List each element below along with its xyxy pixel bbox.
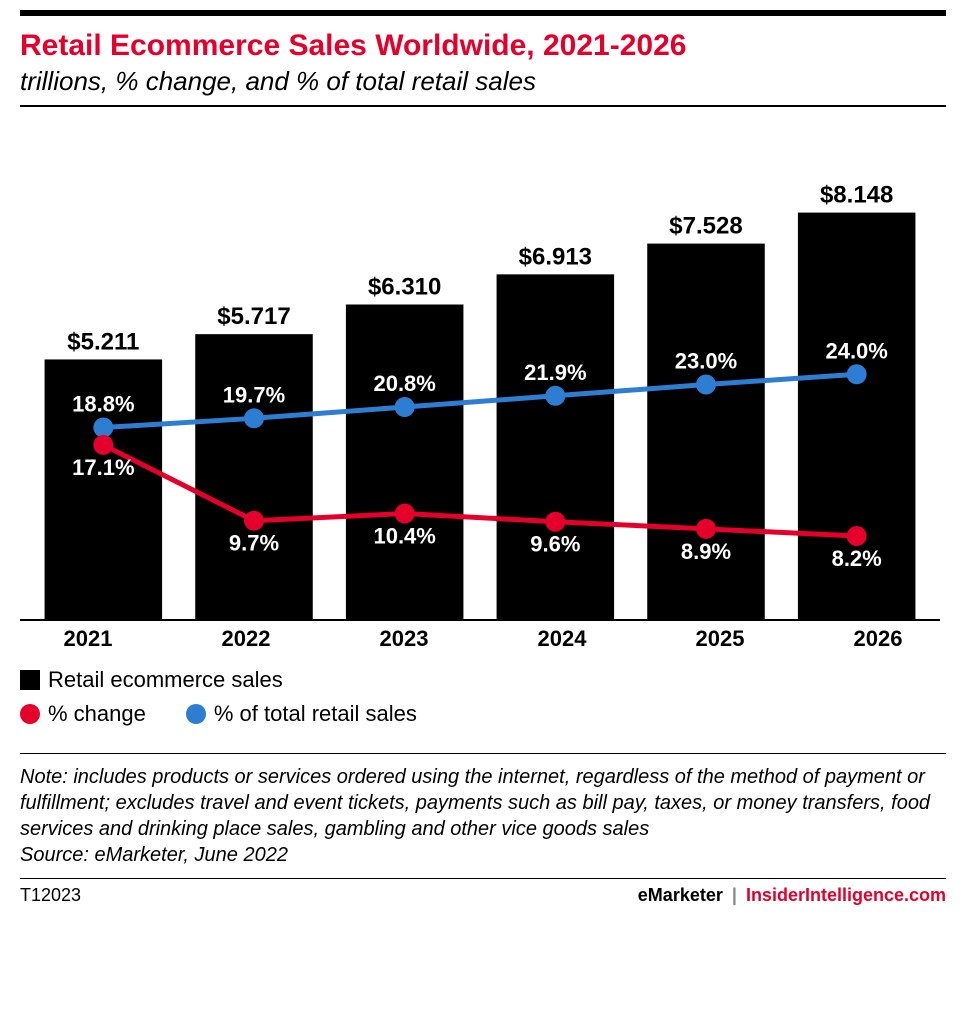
note-source: Source: eMarketer, June 2022 <box>20 842 946 868</box>
chart-area: $5.211 $5.717 $6.310 $6.913 $7.528 $8.148 18.8… <box>20 107 946 652</box>
x-axis-label: 2025 <box>660 626 780 652</box>
line-marker <box>93 418 113 438</box>
line-marker <box>545 386 565 406</box>
x-axis-label: 2024 <box>502 626 622 652</box>
brand-separator: | <box>728 885 741 905</box>
line-marker <box>395 504 415 524</box>
bar-value-label: $6.913 <box>519 243 592 270</box>
bar <box>346 305 464 621</box>
bar-value-label: $7.528 <box>669 213 742 240</box>
x-axis-label: 2023 <box>344 626 464 652</box>
chart-header: Retail Ecommerce Sales Worldwide, 2021-2… <box>20 16 946 105</box>
chart-svg: $5.211 $5.717 $6.310 $6.913 $7.528 $8.148 18.8… <box>20 152 940 622</box>
line-marker <box>545 512 565 532</box>
line-value-label: 21.9% <box>524 360 586 385</box>
legend-item-share: % of total retail sales <box>186 701 417 727</box>
line-value-label: 19.7% <box>223 382 285 407</box>
line-value-label: 9.6% <box>530 532 580 557</box>
line-value-label: 23.0% <box>675 349 737 374</box>
legend-label: % of total retail sales <box>214 701 417 727</box>
line-marker <box>93 435 113 455</box>
bar-value-label: $5.717 <box>217 303 290 330</box>
line-value-label: 9.7% <box>229 531 279 556</box>
bar-value-label: $5.211 <box>67 328 139 355</box>
x-axis-label: 2021 <box>28 626 148 652</box>
line-marker <box>847 364 867 384</box>
note-block: Note: includes products or services orde… <box>20 754 946 878</box>
line-value-label: 8.9% <box>681 539 731 564</box>
line-value-label: 18.8% <box>72 392 134 417</box>
line-marker <box>847 526 867 546</box>
bar-value-label: $6.310 <box>368 274 441 301</box>
footer-id: T12023 <box>20 885 81 906</box>
line-value-label: 8.2% <box>832 546 882 571</box>
bar <box>195 334 313 620</box>
line-marker <box>395 397 415 417</box>
swatch-circle-icon <box>20 704 40 724</box>
line-value-label: 20.8% <box>373 371 435 396</box>
chart-subtitle: trillions, % change, and % of total reta… <box>20 66 946 97</box>
swatch-circle-icon <box>186 704 206 724</box>
footer: T12023 eMarketer | InsiderIntelligence.c… <box>20 879 946 926</box>
line-marker <box>244 511 264 531</box>
bar <box>497 274 615 620</box>
legend-label: Retail ecommerce sales <box>48 667 283 693</box>
x-axis-label: 2022 <box>186 626 306 652</box>
brand-insider: InsiderIntelligence.com <box>746 885 946 905</box>
line-marker <box>696 519 716 539</box>
legend-item-bars: Retail ecommerce sales <box>20 667 283 693</box>
swatch-square-icon <box>20 670 40 690</box>
footer-brands: eMarketer | InsiderIntelligence.com <box>638 885 946 906</box>
legend-label: % change <box>48 701 146 727</box>
legend: Retail ecommerce sales % change % of tot… <box>20 652 946 753</box>
line-value-label: 10.4% <box>373 524 435 549</box>
bar-value-label: $8.148 <box>820 182 893 209</box>
legend-item-change: % change <box>20 701 146 727</box>
chart-title: Retail Ecommerce Sales Worldwide, 2021-2… <box>20 28 946 64</box>
x-axis-label: 2026 <box>818 626 938 652</box>
line-value-label: 24.0% <box>825 338 887 363</box>
line-marker <box>696 375 716 395</box>
brand-emarketer: eMarketer <box>638 885 723 905</box>
line-marker <box>244 408 264 428</box>
line-value-label: 17.1% <box>72 455 134 480</box>
x-axis-labels: 2021 2022 2023 2024 2025 2026 <box>20 622 946 652</box>
note-text: Note: includes products or services orde… <box>20 764 946 842</box>
